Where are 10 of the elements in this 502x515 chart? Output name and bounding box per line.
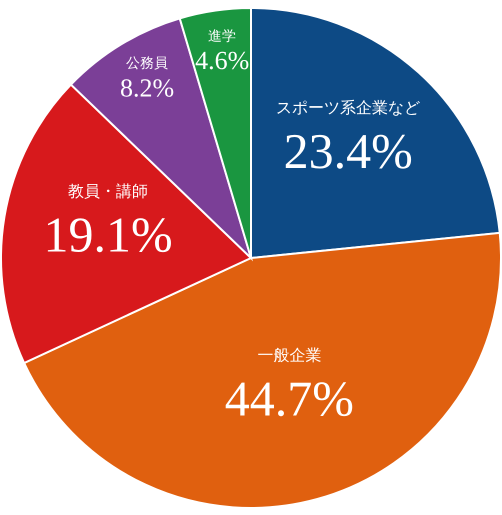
data-label: 44.7% (224, 370, 354, 426)
data-label: 19.1% (43, 206, 173, 262)
slice-label: スポーツ系企業など (276, 98, 420, 117)
slice-label: 進学 (208, 28, 236, 45)
slice-label: 教員・講師 (68, 181, 148, 200)
data-label: 4.6% (195, 46, 250, 76)
slice-label: 公務員 (126, 56, 168, 72)
data-label: 8.2% (120, 73, 174, 102)
slice-label: 一般企業 (257, 345, 322, 364)
data-label: 23.4% (284, 122, 413, 179)
